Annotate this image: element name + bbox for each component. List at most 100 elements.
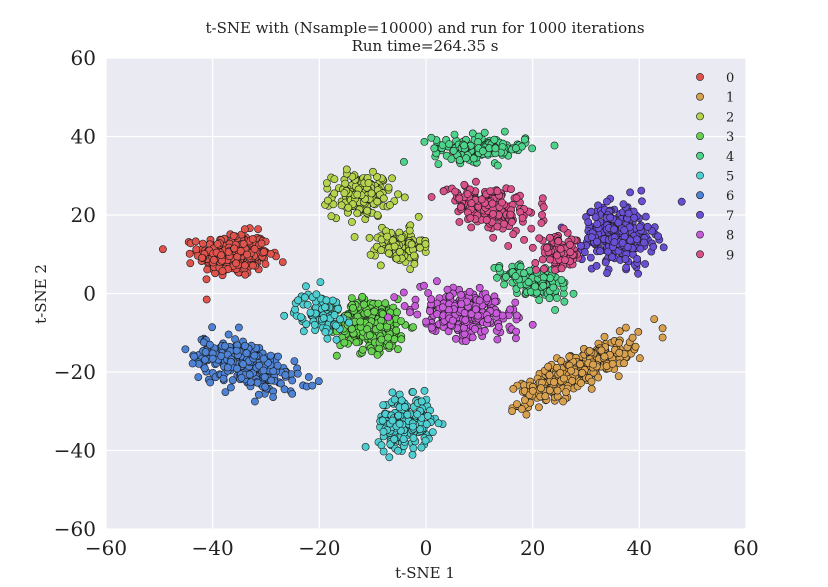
data-point <box>274 352 282 361</box>
data-point <box>234 323 243 332</box>
data-point <box>614 218 623 227</box>
data-point <box>654 232 662 241</box>
data-point <box>230 244 239 253</box>
data-point <box>405 308 414 317</box>
data-point <box>447 155 456 163</box>
data-point <box>509 384 518 393</box>
data-point <box>638 197 646 206</box>
data-point <box>376 261 385 270</box>
data-point <box>336 315 344 324</box>
legend-label: 3 <box>726 130 734 145</box>
legend-marker <box>696 210 704 219</box>
data-point <box>490 135 499 144</box>
data-point <box>257 239 266 248</box>
data-point <box>593 220 602 228</box>
data-point <box>619 200 628 208</box>
data-point <box>417 443 426 452</box>
series-1-points <box>508 315 667 419</box>
data-point <box>365 331 374 340</box>
data-point <box>506 305 514 314</box>
data-point <box>532 265 540 274</box>
data-point <box>356 317 365 326</box>
data-point <box>556 368 565 377</box>
data-point <box>475 296 484 305</box>
data-point <box>330 189 339 198</box>
data-point <box>409 388 417 396</box>
data-point <box>330 311 339 319</box>
data-point <box>255 361 264 370</box>
data-point <box>291 305 299 314</box>
data-point <box>546 255 554 264</box>
data-point <box>349 303 357 312</box>
data-point <box>634 327 643 336</box>
data-point <box>677 197 686 206</box>
data-point <box>221 388 230 396</box>
data-point <box>248 235 257 243</box>
data-point <box>352 338 361 347</box>
data-point <box>301 282 310 291</box>
legend-label: 4 <box>726 150 734 165</box>
data-point <box>528 386 537 395</box>
data-point <box>471 305 480 314</box>
data-point <box>478 147 487 156</box>
data-point <box>308 381 317 390</box>
data-point <box>381 299 390 308</box>
data-point <box>594 373 603 382</box>
series-0-points <box>158 224 287 304</box>
data-point <box>535 234 544 243</box>
data-point <box>337 201 346 210</box>
legend-label: 9 <box>726 248 734 263</box>
data-point <box>423 411 432 420</box>
data-point <box>467 199 476 208</box>
data-point <box>425 307 434 315</box>
data-point <box>191 237 200 246</box>
data-point <box>390 395 399 404</box>
data-point <box>397 234 406 242</box>
data-point <box>302 320 311 328</box>
data-point <box>541 392 550 401</box>
series-2-points <box>321 165 430 273</box>
data-point <box>229 231 238 240</box>
legend-marker <box>696 171 704 180</box>
data-point <box>549 283 558 292</box>
data-point <box>385 453 394 462</box>
data-point <box>642 212 650 221</box>
data-point <box>586 253 595 262</box>
legend-marker <box>696 151 704 160</box>
data-point <box>475 283 484 292</box>
data-point <box>473 311 482 320</box>
y-tick-label: 40 <box>71 125 96 149</box>
data-point <box>593 237 601 246</box>
data-point <box>400 302 409 310</box>
data-point <box>223 363 232 372</box>
data-point <box>493 273 501 282</box>
data-point <box>462 154 470 163</box>
data-point <box>603 269 611 277</box>
data-point <box>340 338 349 347</box>
data-point <box>390 293 399 301</box>
y-tick-label: −40 <box>54 439 96 463</box>
data-point <box>568 376 577 385</box>
legend-label: 7 <box>726 209 734 224</box>
data-point <box>469 154 478 163</box>
data-point <box>385 341 394 350</box>
legend-label: 5 <box>726 170 734 185</box>
data-point <box>273 361 282 370</box>
data-point <box>422 420 431 429</box>
data-point <box>414 212 423 221</box>
data-point <box>394 411 403 420</box>
data-point <box>450 130 459 139</box>
data-point <box>190 352 198 361</box>
data-point <box>615 348 624 357</box>
data-point <box>434 160 443 168</box>
data-point <box>421 239 430 248</box>
data-point <box>576 360 584 369</box>
data-point <box>220 342 229 351</box>
data-point <box>584 218 593 227</box>
data-point <box>535 403 543 412</box>
data-point <box>353 209 362 218</box>
data-point <box>539 273 548 282</box>
data-point <box>185 249 194 258</box>
data-point <box>517 405 526 413</box>
data-point <box>350 233 359 241</box>
